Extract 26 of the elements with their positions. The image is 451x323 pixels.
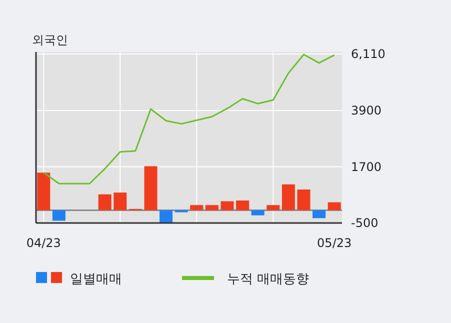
bar [220, 201, 234, 210]
x-tick-label: 04/23 [26, 236, 61, 250]
bar [190, 205, 204, 210]
bar [312, 210, 326, 218]
y-tick-label: 1700 [351, 160, 382, 174]
y-tick-label: 6,110 [351, 47, 386, 61]
chart-title: 외국인 [32, 33, 68, 47]
bar [297, 190, 310, 210]
bar [37, 172, 50, 210]
line-series [42, 54, 336, 184]
bar [98, 194, 112, 210]
y-tick-label: -500 [351, 216, 378, 230]
bar [282, 184, 295, 210]
bar [205, 205, 218, 210]
bar [236, 200, 250, 210]
bar [144, 166, 158, 210]
legend-label: 누적 매매동향 [227, 272, 310, 287]
bar [266, 205, 280, 210]
y-tick-label: 3900 [351, 104, 382, 118]
bar [160, 210, 173, 223]
legend-label: 일별매매 [70, 272, 122, 287]
bar [114, 192, 127, 210]
bar [251, 210, 264, 216]
bar [52, 210, 66, 221]
x-tick-label: 05/23 [317, 236, 352, 250]
bar [328, 202, 341, 210]
